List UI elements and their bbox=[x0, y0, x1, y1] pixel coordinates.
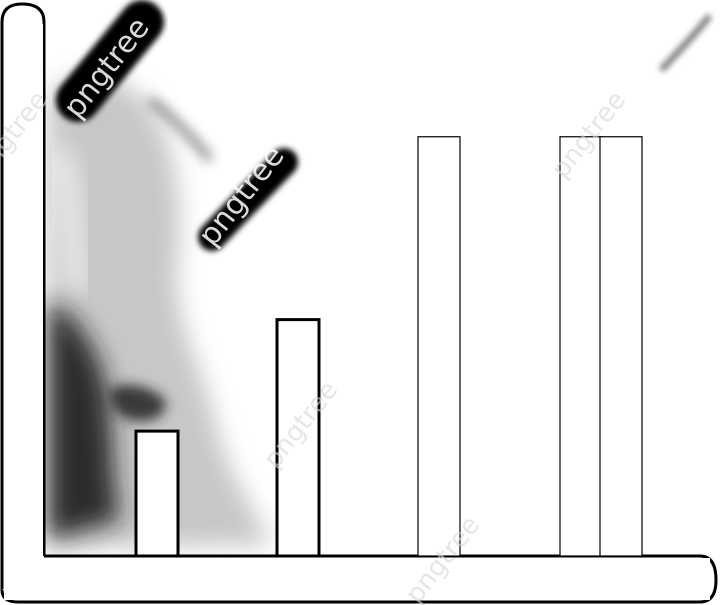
smudge-shading bbox=[48, 76, 272, 548]
bars-group bbox=[134, 136, 643, 558]
bar-1 bbox=[134, 429, 180, 558]
smudge-streaks bbox=[56, 0, 712, 251]
bar-4 bbox=[559, 136, 603, 557]
bar-5 bbox=[599, 136, 643, 557]
bar-3 bbox=[417, 136, 461, 557]
bar-2 bbox=[275, 318, 321, 558]
